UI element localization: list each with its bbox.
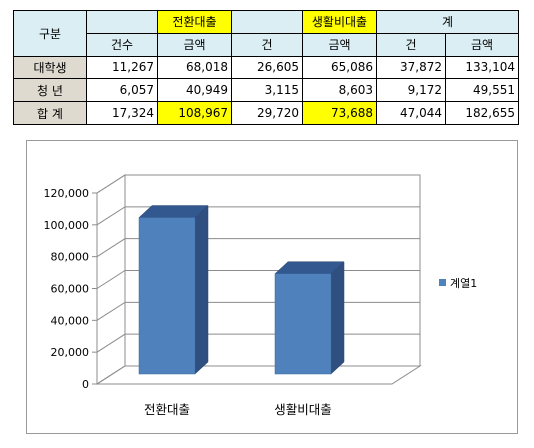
- summary-table: 구분 전환대출 생활비대출 계 건수 금액 건 금액 건 금액 대학생 11,2…: [13, 10, 520, 125]
- subheader-cell: 금액: [444, 32, 520, 57]
- subheader-cell: 건: [231, 32, 303, 57]
- table-cell: 65,086: [302, 55, 377, 80]
- table-cell: 182,655: [444, 101, 520, 125]
- subheader-cell: 금액: [302, 32, 377, 57]
- y-tick-label: 100,000: [44, 219, 90, 232]
- y-tick-label: 120,000: [44, 187, 90, 200]
- y-tick-label: 60,000: [51, 283, 90, 296]
- table-cell-highlight: 108,967: [157, 101, 232, 125]
- table-subheader-row: 건수 금액 건 금액 건 금액: [14, 32, 520, 57]
- bar-side: [330, 261, 345, 375]
- header-group-jeonhwan: 전환대출: [157, 10, 232, 34]
- bar: [138, 217, 196, 375]
- subheader-cell: 건수: [86, 32, 158, 57]
- chart-area: 0 20,000 40,000 60,000 80,000 100,000 120,000 전…: [26, 140, 518, 434]
- legend-label: 계열1: [450, 277, 477, 290]
- table-cell: 133,104: [444, 55, 520, 80]
- y-tick-label: 20,000: [51, 346, 90, 359]
- table-cell: 47,044: [376, 101, 446, 125]
- gridline: [96, 238, 420, 258]
- row-label: 대학생: [13, 55, 87, 80]
- table-cell: 49,551: [444, 78, 520, 103]
- y-tick-label: 0: [82, 378, 89, 391]
- x-category-label: 생활비대출: [274, 402, 332, 417]
- bar-side: [194, 204, 209, 375]
- header-group-saenghwal: 생활비대출: [302, 10, 377, 34]
- x-category-label: 전환대출: [144, 402, 190, 417]
- table-total-row: 합 계 17,324 108,967 29,720 73,688 47,044 …: [13, 101, 520, 125]
- table-header-row: 구분 전환대출 생활비대출 계: [13, 10, 520, 57]
- header-group-spacer: [231, 10, 303, 34]
- bar-chart-3d: 0 20,000 40,000 60,000 80,000 100,000 120,000 전…: [44, 174, 477, 417]
- row-label: 청 년: [13, 78, 87, 103]
- table-row: 청 년 6,057 40,949 3,115 8,603 9,172 49,55…: [13, 78, 520, 103]
- table-cell: 9,172: [376, 78, 446, 103]
- header-group-spacer: [86, 10, 158, 34]
- table-cell: 17,324: [86, 101, 158, 125]
- gridline: [96, 206, 420, 226]
- table-cell: 37,872: [376, 55, 446, 80]
- table-cell-highlight: 73,688: [302, 101, 377, 125]
- table-cell: 11,267: [86, 55, 158, 80]
- header-gubun: 구분: [13, 10, 87, 57]
- gridline: [96, 174, 420, 194]
- table-cell: 26,605: [231, 55, 303, 80]
- table-cell: 8,603: [302, 78, 377, 103]
- y-tick-label: 80,000: [51, 251, 90, 264]
- table-row: 대학생 11,267 68,018 26,605 65,086 37,872 1…: [13, 55, 520, 80]
- table-cell: 3,115: [231, 78, 303, 103]
- bar: [274, 273, 332, 375]
- legend-swatch: [439, 279, 446, 286]
- y-tick-label: 40,000: [51, 314, 90, 327]
- subheader-cell: 금액: [157, 32, 232, 57]
- table-cell: 29,720: [231, 101, 303, 125]
- table-cell: 68,018: [157, 55, 232, 80]
- table-cell: 6,057: [86, 78, 158, 103]
- subheader-cell: 건: [376, 32, 446, 57]
- header-group-total: 계: [375, 10, 520, 34]
- row-label: 합 계: [13, 101, 87, 125]
- table-cell: 40,949: [157, 78, 232, 103]
